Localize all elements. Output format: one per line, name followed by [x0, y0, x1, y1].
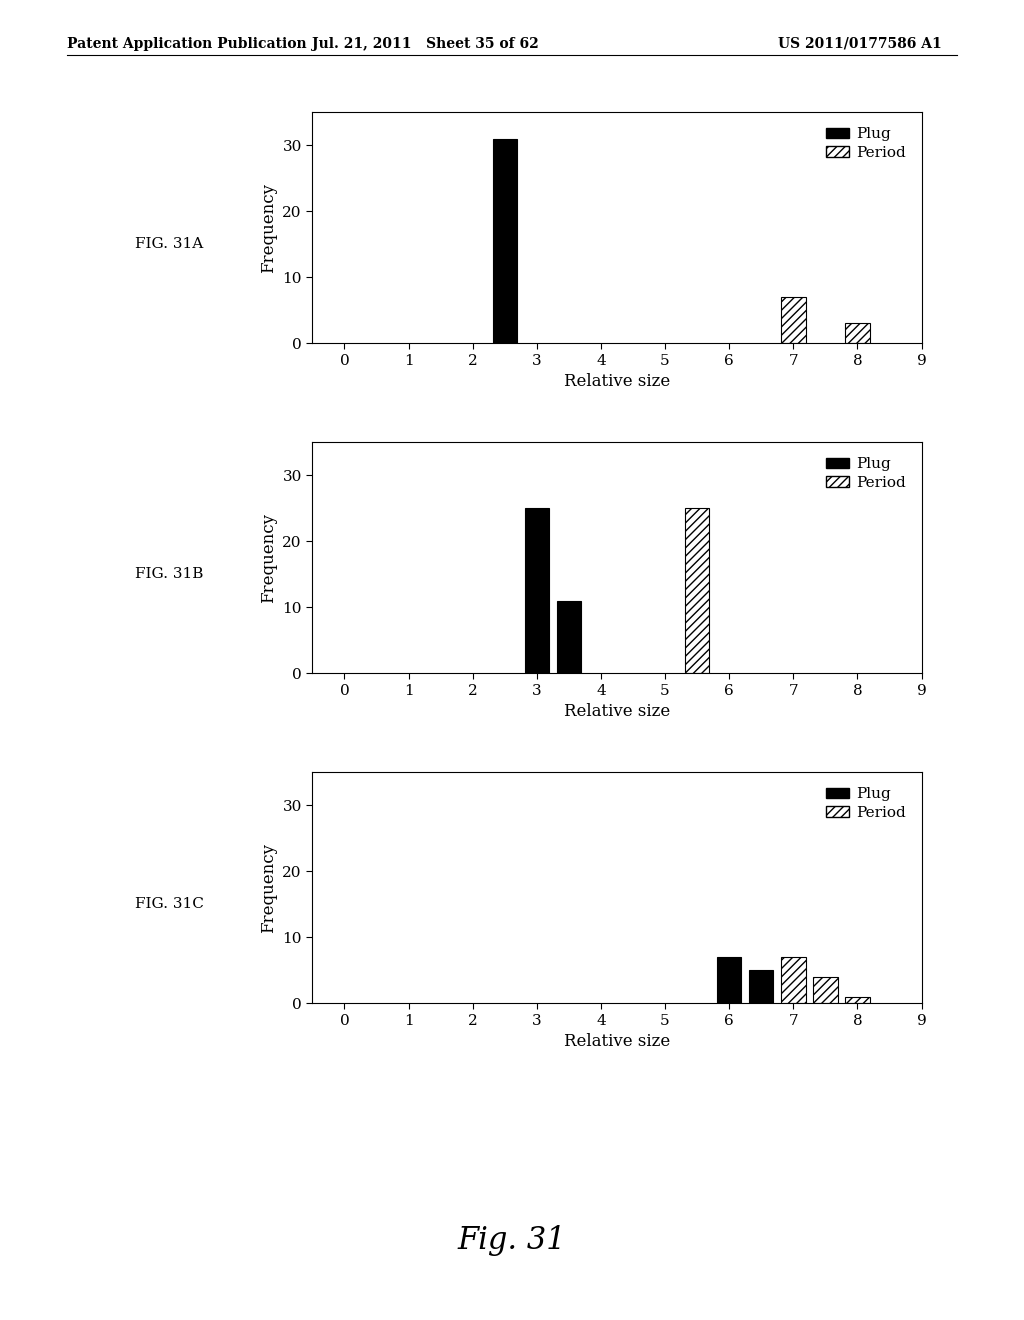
X-axis label: Relative size: Relative size — [564, 1034, 670, 1051]
Bar — [750, 970, 773, 1003]
Bar — [685, 508, 710, 673]
Legend: Plug, Period: Plug, Period — [818, 450, 914, 498]
Text: US 2011/0177586 A1: US 2011/0177586 A1 — [778, 37, 942, 51]
X-axis label: Relative size: Relative size — [564, 704, 670, 721]
Bar — [557, 601, 581, 673]
Text: FIG. 31B: FIG. 31B — [135, 568, 203, 581]
Y-axis label: Frequency: Frequency — [260, 182, 276, 273]
Legend: Plug, Period: Plug, Period — [818, 120, 914, 168]
X-axis label: Relative size: Relative size — [564, 374, 670, 391]
Text: Fig. 31: Fig. 31 — [458, 1225, 566, 1257]
Bar — [813, 977, 838, 1003]
Y-axis label: Frequency: Frequency — [260, 842, 276, 933]
Text: FIG. 31C: FIG. 31C — [134, 898, 204, 911]
Bar — [781, 957, 806, 1003]
Text: Jul. 21, 2011   Sheet 35 of 62: Jul. 21, 2011 Sheet 35 of 62 — [311, 37, 539, 51]
Bar — [524, 508, 549, 673]
Bar — [717, 957, 741, 1003]
Y-axis label: Frequency: Frequency — [260, 512, 276, 603]
Legend: Plug, Period: Plug, Period — [818, 780, 914, 828]
Bar — [845, 323, 869, 343]
Text: Patent Application Publication: Patent Application Publication — [67, 37, 306, 51]
Text: FIG. 31A: FIG. 31A — [135, 238, 203, 251]
Bar — [493, 139, 517, 343]
Bar — [845, 997, 869, 1003]
Bar — [781, 297, 806, 343]
